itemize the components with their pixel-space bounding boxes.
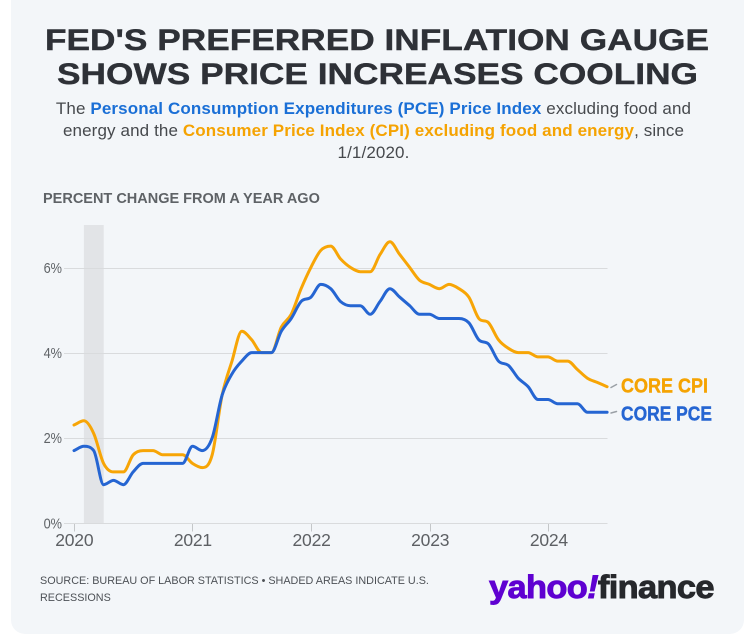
svg-text:SHOWS PRICE INCREASES COOLING: SHOWS PRICE INCREASES COOLING	[57, 58, 698, 91]
svg-text:2%: 2%	[44, 430, 62, 447]
svg-text:FED'S PREFERRED INFLATION GAUG: FED'S PREFERRED INFLATION GAUGE	[45, 24, 709, 57]
svg-text:2024: 2024	[530, 530, 569, 550]
svg-text:6%: 6%	[44, 260, 62, 277]
svg-text:CORE CPI: CORE CPI	[621, 376, 708, 398]
svg-text:2022: 2022	[293, 530, 331, 550]
svg-text:4%: 4%	[44, 345, 62, 362]
svg-text:2020: 2020	[55, 530, 94, 550]
svg-text:0%: 0%	[44, 516, 62, 533]
svg-text:2023: 2023	[411, 530, 449, 550]
svg-text:CORE PCE: CORE PCE	[621, 404, 712, 426]
svg-text:2021: 2021	[174, 530, 212, 550]
